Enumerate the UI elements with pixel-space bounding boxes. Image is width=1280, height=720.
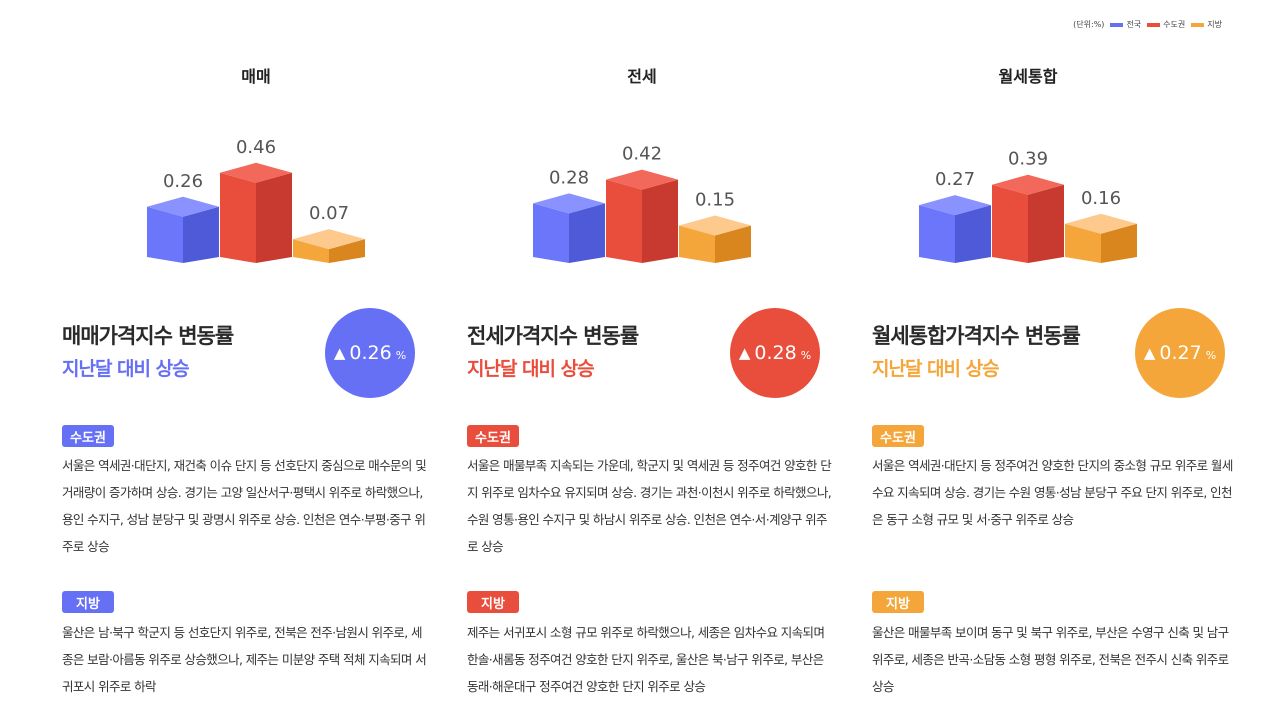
bar-monthly-local-left-face xyxy=(1065,223,1101,263)
metro-badge: 수도권 xyxy=(62,425,114,447)
bar-sale-metro-top-face xyxy=(220,162,292,183)
bar-value-label: 0.42 xyxy=(622,144,662,165)
bar-value-label: 0.26 xyxy=(163,171,203,192)
legend-unit: (단위:%) xyxy=(1073,20,1105,29)
change-badge-monthly: ▲ 0.27 % xyxy=(1135,308,1225,398)
up-triangle-icon: ▲ xyxy=(1143,344,1156,362)
up-triangle-icon: ▲ xyxy=(738,344,751,362)
bar-monthly-nation-left-face xyxy=(919,205,955,263)
legend-item-metro: 수도권 xyxy=(1147,19,1185,30)
bar-jeonse-nation-right-face xyxy=(569,203,605,263)
metro-description: 서울은 역세권·대단지, 재건축 이슈 단지 등 선호단지 중심으로 매수문의 … xyxy=(62,458,427,554)
bar-sale-nation-left-face xyxy=(147,206,183,263)
metro-description: 서울은 매물부족 지속되는 가운데, 학군지 및 역세권 등 정주여건 양호한 … xyxy=(467,458,832,554)
bar-value-label: 0.28 xyxy=(549,167,589,188)
subheading-jeonse: 지난달 대비 상승 xyxy=(467,358,595,380)
metro-badge: 수도권 xyxy=(872,425,924,447)
metro-description: 서울은 역세권·대단지 등 정주여건 양호한 단지의 중소형 규모 위주로 월세… xyxy=(872,458,1233,527)
bar-jeonse-local-top-face xyxy=(679,215,751,236)
subheading-monthly: 지난달 대비 상승 xyxy=(872,358,1000,380)
bar-value-label: 0.07 xyxy=(309,203,349,224)
change-value: 0.26 xyxy=(349,342,392,364)
bar-jeonse-local-right-face xyxy=(715,225,751,263)
heading-jeonse: 전세가격지수 변동률 xyxy=(467,324,639,348)
bar-monthly-nation-top-face xyxy=(919,195,991,216)
bar-jeonse-nation-top-face xyxy=(533,193,605,214)
bar-value-label: 0.16 xyxy=(1081,188,1121,209)
bar-jeonse-metro-right-face xyxy=(642,179,678,263)
bar-sale-local-top-face xyxy=(293,229,365,250)
bar-value-label: 0.27 xyxy=(935,169,975,190)
legend-item-local: 지방 xyxy=(1191,19,1222,30)
heading-sale: 매매가격지수 변동률 xyxy=(62,324,234,348)
percent-unit: % xyxy=(1205,349,1217,362)
percent-unit: % xyxy=(395,349,407,362)
local-description: 울산은 남·북구 학군지 등 선호단지 위주로, 전북은 전주·남원시 위주로,… xyxy=(62,625,427,694)
local-description: 울산은 매물부족 보이며 동구 및 북구 위주로, 부산은 수영구 신축 및 남… xyxy=(872,625,1229,694)
change-badge-sale: ▲ 0.26 % xyxy=(325,308,415,398)
bar-sale-local-right-face xyxy=(329,239,365,263)
bar-sale-metro-right-face xyxy=(256,172,292,263)
chart-title-jeonse: 전세 xyxy=(627,67,657,86)
legend-item-nation: 전국 xyxy=(1110,19,1141,30)
bar-sale-local-left-face xyxy=(293,239,329,263)
bar-jeonse-metro-top-face xyxy=(606,169,678,190)
metro-badge: 수도권 xyxy=(467,425,519,447)
local-badge: 지방 xyxy=(467,591,519,613)
bar-monthly-local-top-face xyxy=(1065,213,1137,234)
bar-sale-nation-right-face xyxy=(183,206,219,263)
heading-monthly: 월세통합가격지수 변동률 xyxy=(872,324,1081,348)
bar-monthly-metro-left-face xyxy=(992,184,1028,263)
change-value: 0.27 xyxy=(1159,342,1202,364)
bar-sale-metro-left-face xyxy=(220,172,256,263)
local-badge: 지방 xyxy=(62,591,114,613)
bar-monthly-local-right-face xyxy=(1101,223,1137,263)
bar-value-label: 0.15 xyxy=(695,190,735,211)
change-value: 0.28 xyxy=(754,342,797,364)
up-triangle-icon: ▲ xyxy=(333,344,346,362)
bar-monthly-metro-top-face xyxy=(992,174,1064,195)
subheading-sale: 지난달 대비 상승 xyxy=(62,358,190,380)
change-badge-jeonse: ▲ 0.28 % xyxy=(730,308,820,398)
bar-value-label: 0.46 xyxy=(236,137,276,158)
bar-jeonse-metro-left-face xyxy=(606,179,642,263)
bar-charts: 0.26 0.46 0.07 0.28 0.42 0.15 0.27 0.39 0.16 xyxy=(147,137,1137,263)
bar-monthly-nation-right-face xyxy=(955,205,991,263)
chart-title-sale: 매매 xyxy=(241,67,271,86)
legend: (단위:%) 전국 수도권 지방 xyxy=(1073,19,1222,30)
local-badge: 지방 xyxy=(872,591,924,613)
bar-jeonse-local-left-face xyxy=(679,225,715,263)
local-description: 제주는 서귀포시 소형 규모 위주로 하락했으나, 세종은 임차수요 지속되며 … xyxy=(467,625,825,694)
bar-jeonse-nation-left-face xyxy=(533,203,569,263)
percent-unit: % xyxy=(800,349,812,362)
chart-title-monthly: 월세통합 xyxy=(998,67,1058,86)
bar-monthly-metro-right-face xyxy=(1028,184,1064,263)
bar-value-label: 0.39 xyxy=(1008,149,1048,170)
bar-sale-nation-top-face xyxy=(147,196,219,217)
